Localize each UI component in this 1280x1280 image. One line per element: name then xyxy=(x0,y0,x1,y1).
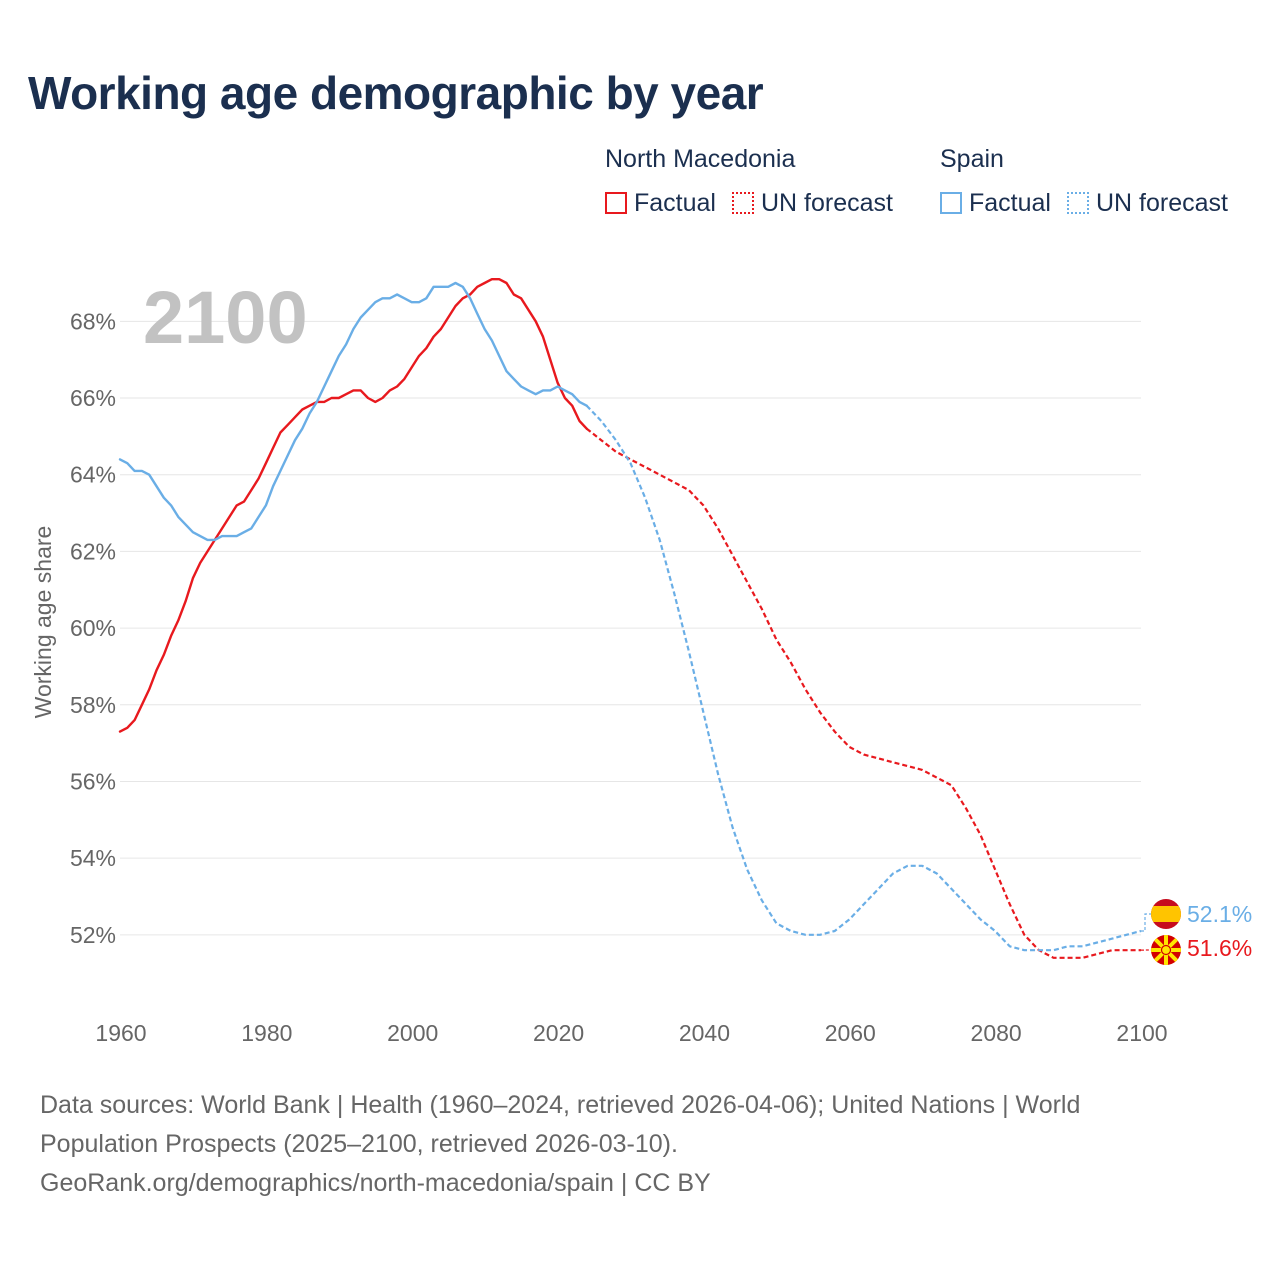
connector-spain xyxy=(1141,913,1151,932)
legend-spain: Spain Factual UN forecast xyxy=(940,142,1228,220)
x-tick-label: 2020 xyxy=(533,1020,584,1046)
x-tick-label: 2000 xyxy=(387,1020,438,1046)
line-north-macedonia-forecast xyxy=(586,427,1141,959)
swatch-spain-forecast xyxy=(1066,192,1089,214)
end-label-spain: 52.1% xyxy=(1187,901,1252,927)
series-layer xyxy=(118,278,1142,959)
swatch-north-macedonia-forecast xyxy=(731,192,754,214)
line-chart: 52% 54% 56% 58% 60% 62% 64% 66% 68% 1960 1980 2000… xyxy=(30,276,1252,1046)
swatch-spain-factual xyxy=(940,192,962,214)
y-tick-label: 66% xyxy=(70,385,116,411)
x-tick-label: 2080 xyxy=(971,1020,1022,1046)
footer-line-2: Population Prospects (2025–2100, retriev… xyxy=(40,1130,678,1158)
grid-layer xyxy=(120,320,1141,936)
x-tick-labels: 1960 1980 2000 2020 2040 2060 2080 2100 xyxy=(95,1020,1167,1046)
x-tick-label: 1960 xyxy=(95,1020,146,1046)
y-tick-label: 68% xyxy=(70,308,116,334)
footer-line-1: Data sources: World Bank | Health (1960–… xyxy=(40,1091,1081,1119)
y-tick-label: 56% xyxy=(70,768,116,794)
y-tick-label: 58% xyxy=(70,692,116,718)
chart-title: Working age demographic by year xyxy=(28,67,764,119)
y-tick-label: 54% xyxy=(70,845,116,871)
year-watermark: 2100 xyxy=(143,276,308,359)
end-label-north-macedonia: 51.6% xyxy=(1187,935,1252,961)
y-tick-label: 62% xyxy=(70,538,116,564)
y-tick-label: 60% xyxy=(70,615,116,641)
legend-country-spain: Spain xyxy=(940,145,1004,173)
legend-label-spain-forecast: UN forecast xyxy=(1095,188,1228,217)
legend-country-north-macedonia: North Macedonia xyxy=(605,145,796,173)
footer-sources: Data sources: World Bank | Health (1960–… xyxy=(40,1086,1200,1203)
x-tick-label: 2060 xyxy=(825,1020,876,1046)
x-tick-label: 2040 xyxy=(679,1020,730,1046)
y-tick-label: 64% xyxy=(70,462,116,488)
spain-flag-icon xyxy=(1151,899,1181,929)
legend-label-north-macedonia-forecast: UN forecast xyxy=(760,188,893,217)
y-tick-label: 52% xyxy=(70,922,116,948)
swatch-north-macedonia-factual xyxy=(605,192,627,214)
line-spain-factual xyxy=(118,281,588,542)
legend-label-north-macedonia-factual: Factual xyxy=(634,188,716,217)
line-spain-forecast xyxy=(585,404,1142,952)
x-tick-label: 1980 xyxy=(241,1020,292,1046)
y-axis-label: Working age share xyxy=(30,526,56,719)
legend-label-spain-factual: Factual xyxy=(969,188,1051,217)
line-north-macedonia-factual xyxy=(118,278,588,733)
y-tick-labels: 52% 54% 56% 58% 60% 62% 64% 66% 68% xyxy=(70,308,116,947)
footer-line-3: GeoRank.org/demographics/north-macedonia… xyxy=(40,1169,711,1197)
x-tick-label: 2100 xyxy=(1116,1020,1167,1046)
north-macedonia-flag-icon xyxy=(1151,935,1181,965)
end-connectors xyxy=(1141,913,1151,951)
legend-north-macedonia: North Macedonia Factual UN forecast xyxy=(605,142,909,220)
